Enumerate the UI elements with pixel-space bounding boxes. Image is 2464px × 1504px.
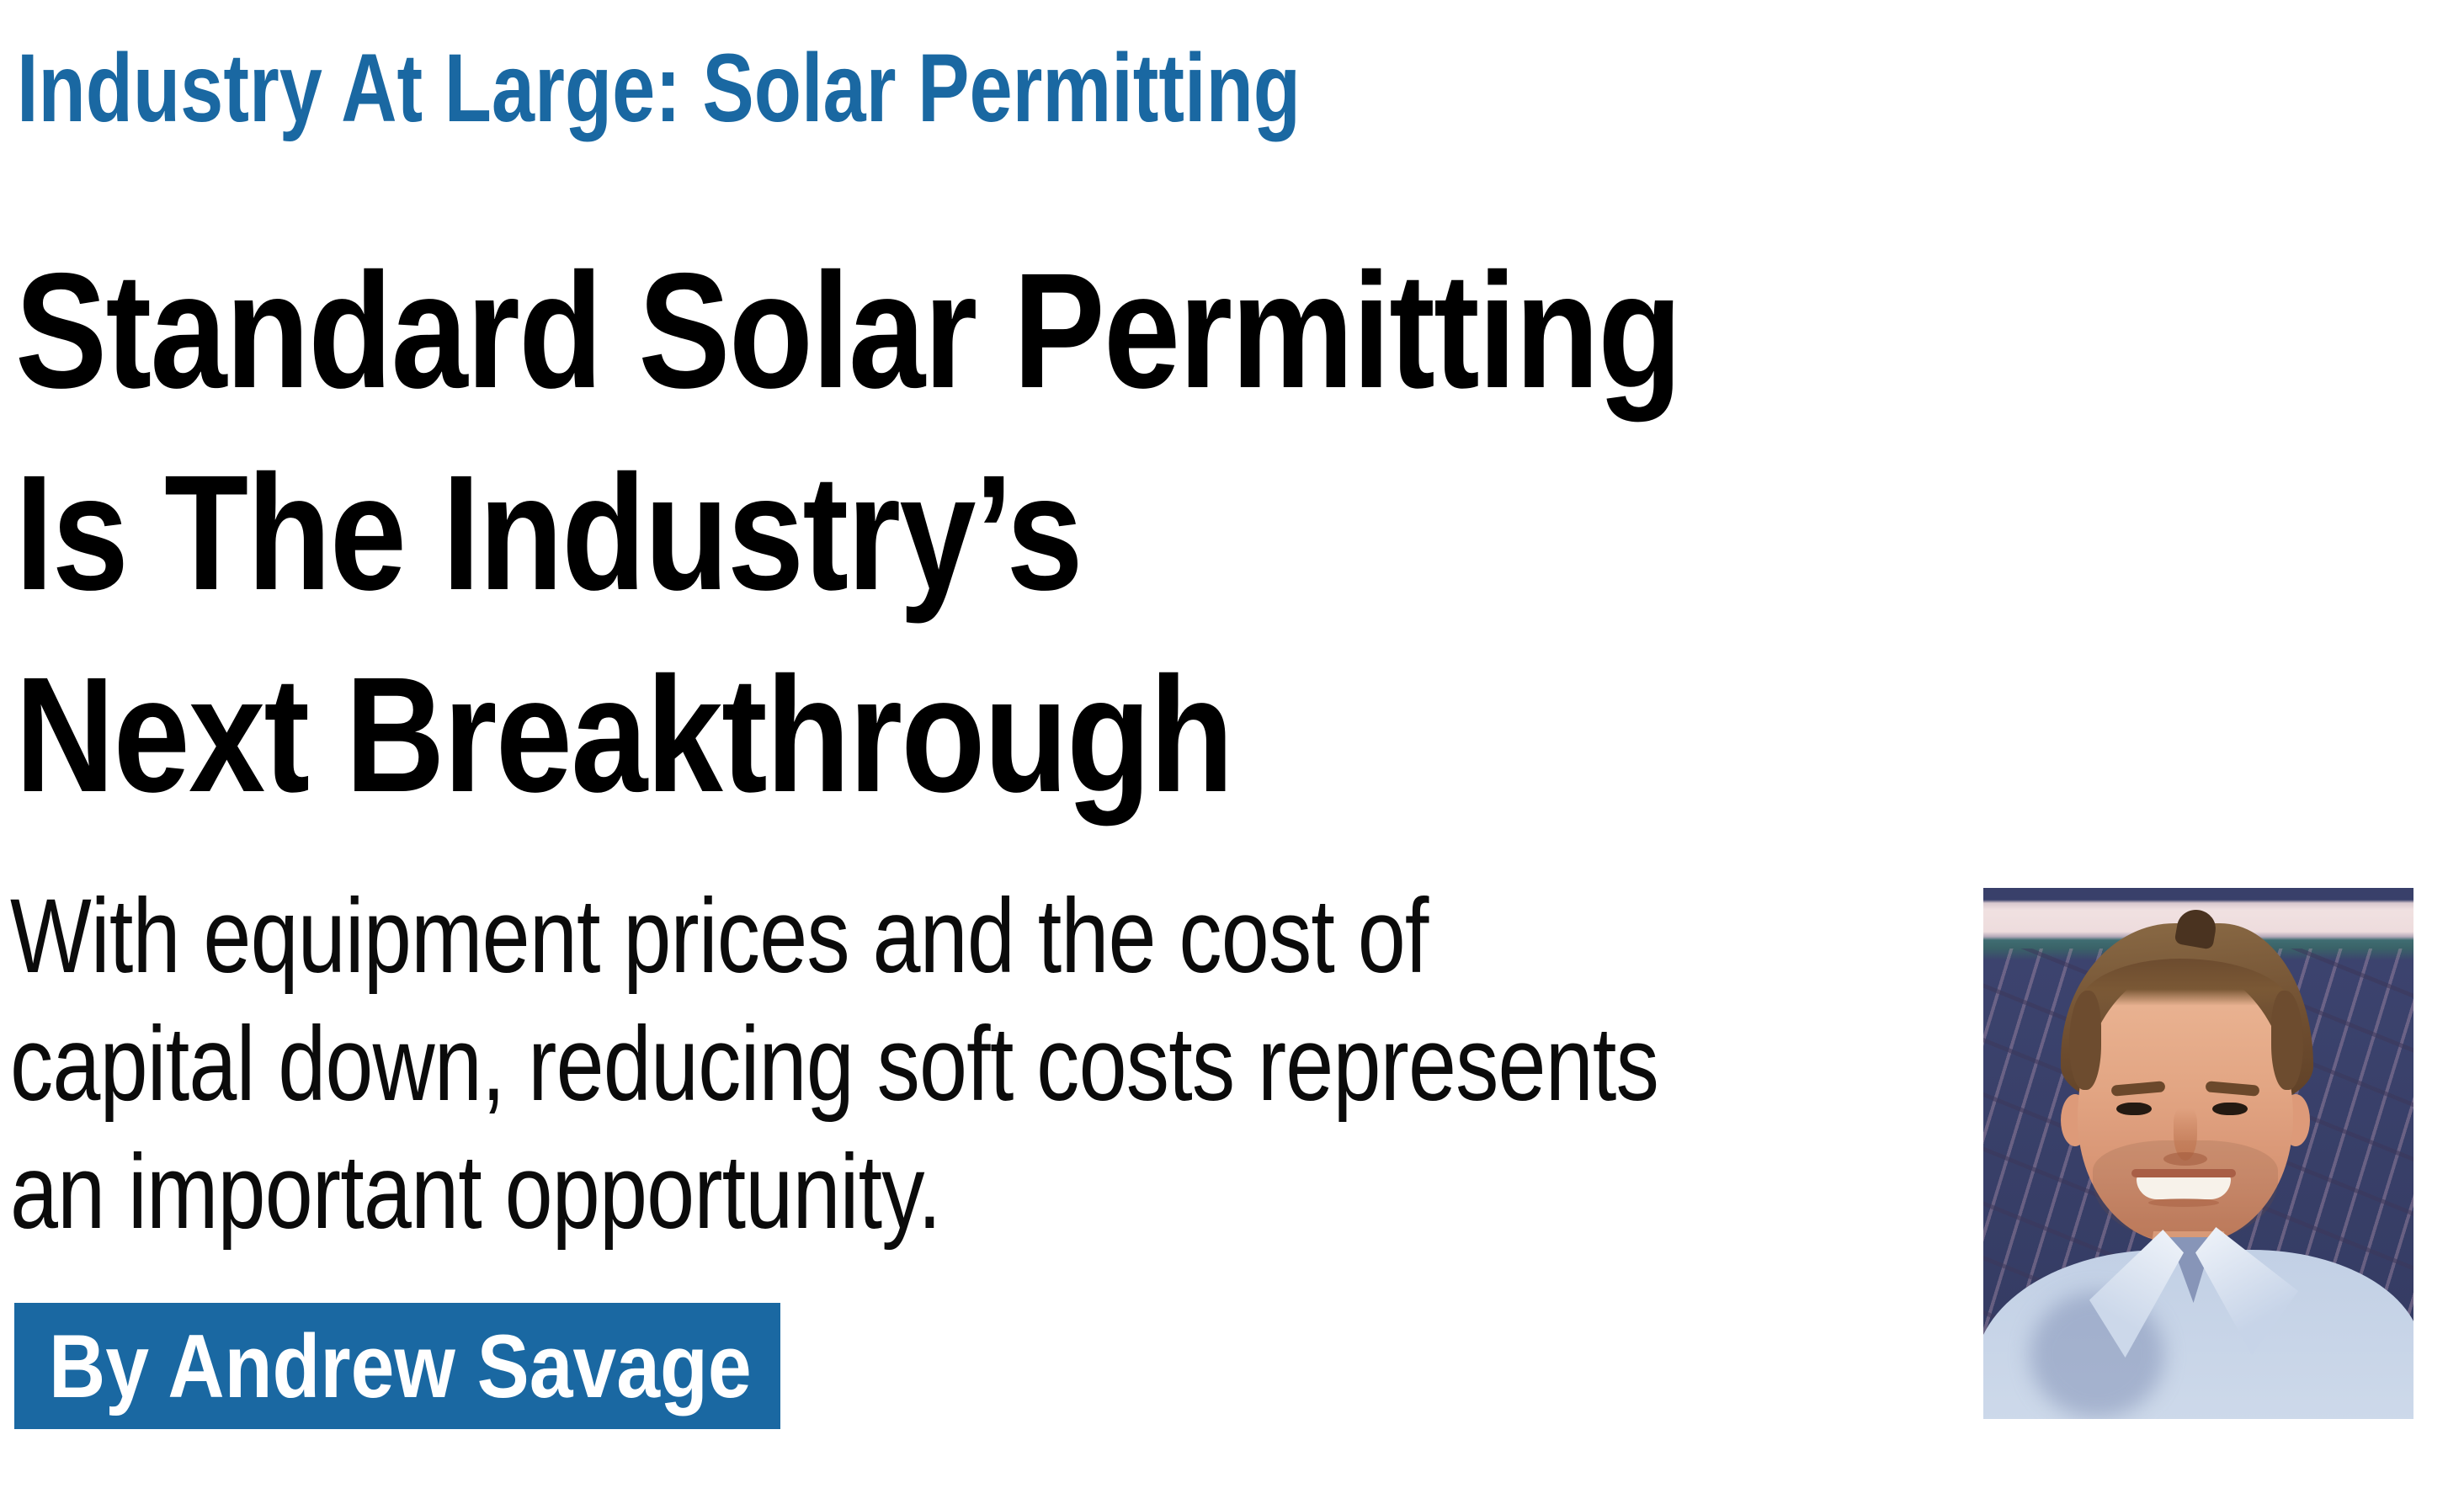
photo-hair-temple-right	[2271, 991, 2303, 1090]
headline-line-2: Is The Industry’s	[15, 441, 1083, 624]
photo-smile	[2137, 1175, 2231, 1199]
deck: With equipment prices and the cost of ca…	[10, 873, 2020, 1257]
byline-text: By Andrew Savage	[49, 1315, 752, 1416]
photo-upper-lip	[2131, 1169, 2236, 1177]
photo-nose-shadow	[2163, 1152, 2207, 1166]
photo-lower-lip	[2148, 1198, 2219, 1207]
deck-line-3: an important opportunity.	[10, 1134, 942, 1251]
photo-eye-right	[2212, 1103, 2248, 1115]
headline: Standard Solar Permitting Is The Industr…	[15, 230, 1998, 836]
photo-hair-temple-left	[2069, 991, 2101, 1090]
byline-badge: By Andrew Savage	[14, 1303, 780, 1429]
photo-nose	[2174, 1108, 2197, 1161]
kicker: Industry At Large: Solar Permitting	[17, 40, 1621, 137]
deck-line-1: With equipment prices and the cost of	[10, 878, 1429, 995]
author-photo	[1983, 888, 2413, 1419]
photo-eye-left	[2116, 1103, 2152, 1115]
kicker-text: Industry At Large: Solar Permitting	[17, 35, 1301, 142]
deck-line-2: capital down, reducing soft costs repres…	[10, 1006, 1659, 1123]
headline-line-1: Standard Solar Permitting	[15, 239, 1682, 423]
headline-line-3: Next Breakthrough	[15, 643, 1234, 826]
